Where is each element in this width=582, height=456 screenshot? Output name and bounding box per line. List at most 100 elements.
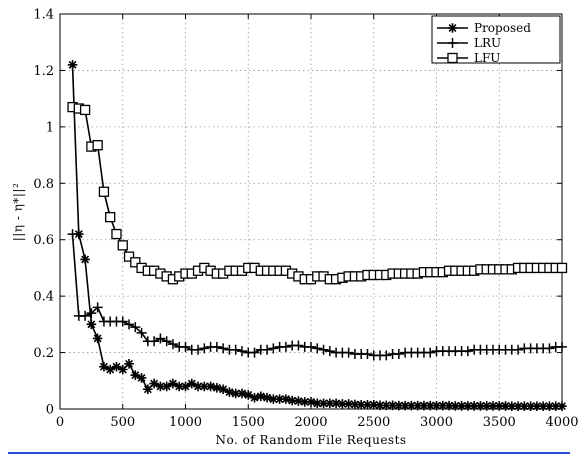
star-marker [199, 381, 210, 392]
star-marker [287, 395, 297, 406]
star-marker [105, 364, 115, 375]
plus-marker [180, 341, 191, 352]
star-marker [293, 396, 304, 406]
star-marker [318, 398, 329, 409]
star-marker [450, 401, 461, 411]
plus-marker [447, 38, 458, 48]
star-marker [212, 383, 222, 393]
plus-marker [381, 350, 392, 361]
x-tick-label: 3500 [483, 415, 516, 430]
plus-marker [318, 344, 329, 355]
star-marker [368, 399, 379, 410]
legend-entry-proposed: Proposed [437, 21, 531, 35]
star-marker [437, 400, 448, 411]
plus-marker [236, 346, 247, 357]
star-marker [525, 401, 536, 411]
star-marker [117, 364, 128, 375]
star-marker [447, 23, 458, 33]
star-marker [394, 400, 404, 411]
star-marker [74, 229, 84, 239]
star-marker [186, 378, 197, 389]
star-marker [155, 381, 166, 392]
star-marker [481, 401, 492, 411]
legend-label: Proposed [474, 21, 531, 35]
plus-marker [306, 341, 316, 352]
star-marker [243, 390, 254, 400]
star-marker [557, 401, 567, 411]
y-tick-label: 1.2 [33, 64, 54, 79]
star-marker [456, 401, 467, 411]
square-marker [92, 140, 103, 151]
y-tick-label: 0.6 [33, 233, 54, 248]
star-marker [224, 387, 235, 397]
star-marker [143, 384, 153, 395]
star-marker [500, 401, 511, 411]
plus-marker [293, 340, 304, 351]
square-marker [111, 228, 122, 240]
star-marker [550, 401, 561, 411]
plus-marker [136, 327, 147, 338]
square-marker [556, 262, 568, 274]
star-marker [249, 392, 260, 403]
series-line-proposed [71, 64, 562, 408]
y-tick-label: 1.4 [33, 8, 54, 23]
star-marker [130, 370, 141, 380]
star-marker [193, 381, 203, 392]
star-marker [381, 400, 392, 411]
star-marker [256, 391, 266, 402]
y-tick-label: 0.4 [33, 290, 54, 305]
star-marker [168, 378, 178, 389]
plus-marker [117, 316, 128, 327]
star-marker [136, 373, 147, 383]
star-marker [205, 381, 216, 392]
series-line-lfu [72, 106, 562, 281]
star-marker [538, 401, 548, 411]
star-marker [99, 361, 109, 372]
series-proposed [67, 59, 567, 411]
star-marker [419, 400, 429, 411]
x-tick-label: 1000 [169, 415, 202, 430]
star-marker [325, 398, 335, 409]
star-marker [412, 400, 423, 411]
y-tick-label: 0.8 [33, 177, 54, 192]
square-marker [447, 52, 458, 64]
star-marker [174, 381, 185, 392]
star-marker [343, 399, 354, 409]
plus-marker [280, 341, 291, 352]
plus-marker [393, 348, 404, 359]
star-marker [230, 388, 241, 399]
plus-marker [268, 343, 279, 354]
star-marker [463, 401, 473, 411]
star-marker [532, 401, 542, 411]
x-tick-label: 500 [110, 415, 135, 430]
plus-marker [324, 346, 335, 357]
star-marker [124, 359, 134, 369]
star-marker [513, 401, 523, 411]
square-marker [117, 240, 128, 251]
x-axis-label: No. of Random File Requests [215, 433, 406, 447]
star-marker [306, 397, 316, 407]
star-marker [507, 401, 517, 411]
square-marker [130, 257, 141, 268]
star-marker [67, 59, 78, 70]
star-marker [425, 400, 436, 411]
series-lfu [67, 101, 568, 285]
star-marker [356, 399, 366, 410]
plus-marker [149, 336, 160, 347]
x-tick-label: 0 [56, 415, 64, 430]
star-marker [180, 381, 191, 392]
star-marker [469, 401, 479, 411]
square-marker [98, 186, 110, 197]
plus-marker [199, 343, 210, 354]
plus-marker [67, 229, 78, 240]
star-marker [262, 392, 272, 403]
star-marker [111, 361, 122, 372]
star-marker [494, 401, 505, 411]
square-marker [79, 104, 91, 116]
series-lru [67, 229, 567, 361]
x-tick-label: 2000 [294, 415, 327, 430]
square-marker [105, 211, 116, 223]
star-marker [362, 399, 373, 410]
star-marker [387, 400, 398, 411]
